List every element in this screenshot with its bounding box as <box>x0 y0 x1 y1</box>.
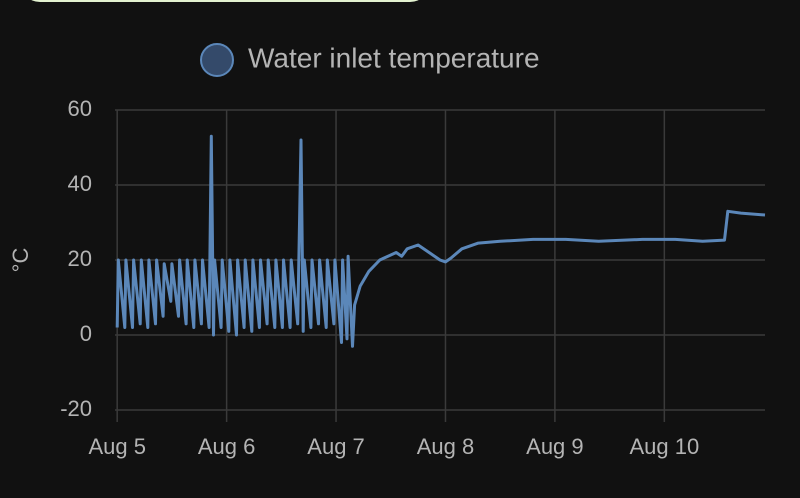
y-tick-label: 0 <box>80 321 92 346</box>
x-tick-label: Aug 9 <box>526 434 584 459</box>
x-tick-label: Aug 8 <box>417 434 475 459</box>
legend-swatch <box>200 43 234 77</box>
y-tick-label: 40 <box>68 171 92 196</box>
y-axis-label: °C <box>8 248 33 273</box>
y-tick-label: 20 <box>68 246 92 271</box>
x-tick-label: Aug 10 <box>629 434 699 459</box>
top-button[interactable] <box>20 0 430 2</box>
data-line <box>115 134 766 348</box>
y-tick-label: -20 <box>60 396 92 421</box>
x-tick-label: Aug 6 <box>198 434 256 459</box>
y-tick-label: 60 <box>68 96 92 121</box>
x-tick-label: Aug 5 <box>88 434 146 459</box>
legend-label: Water inlet temperature <box>248 42 540 73</box>
x-tick-label: Aug 7 <box>307 434 365 459</box>
